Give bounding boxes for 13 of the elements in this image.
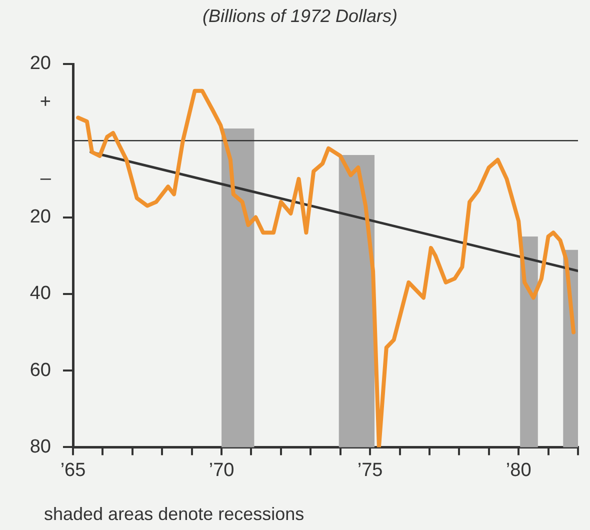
text: shaded areas denote recessions <box>44 504 304 524</box>
x-tick-label: ’75 <box>357 460 383 481</box>
y-tick-label: 40 <box>30 283 51 304</box>
chart-subtitle: (Billions of 1972 Dollars) <box>202 6 398 26</box>
y-tick-label: 80 <box>30 436 51 458</box>
y-tick-label: – <box>40 168 52 190</box>
y-tick-label: 60 <box>30 360 51 381</box>
y-tick-label: 20 <box>30 206 51 228</box>
x-tick-label: ’80 <box>506 460 532 481</box>
x-tick-label: ’70 <box>208 460 234 481</box>
y-tick-label: + <box>40 92 51 113</box>
y-tick-label: 20 <box>30 53 51 74</box>
x-tick-label: ’65 <box>60 460 86 481</box>
